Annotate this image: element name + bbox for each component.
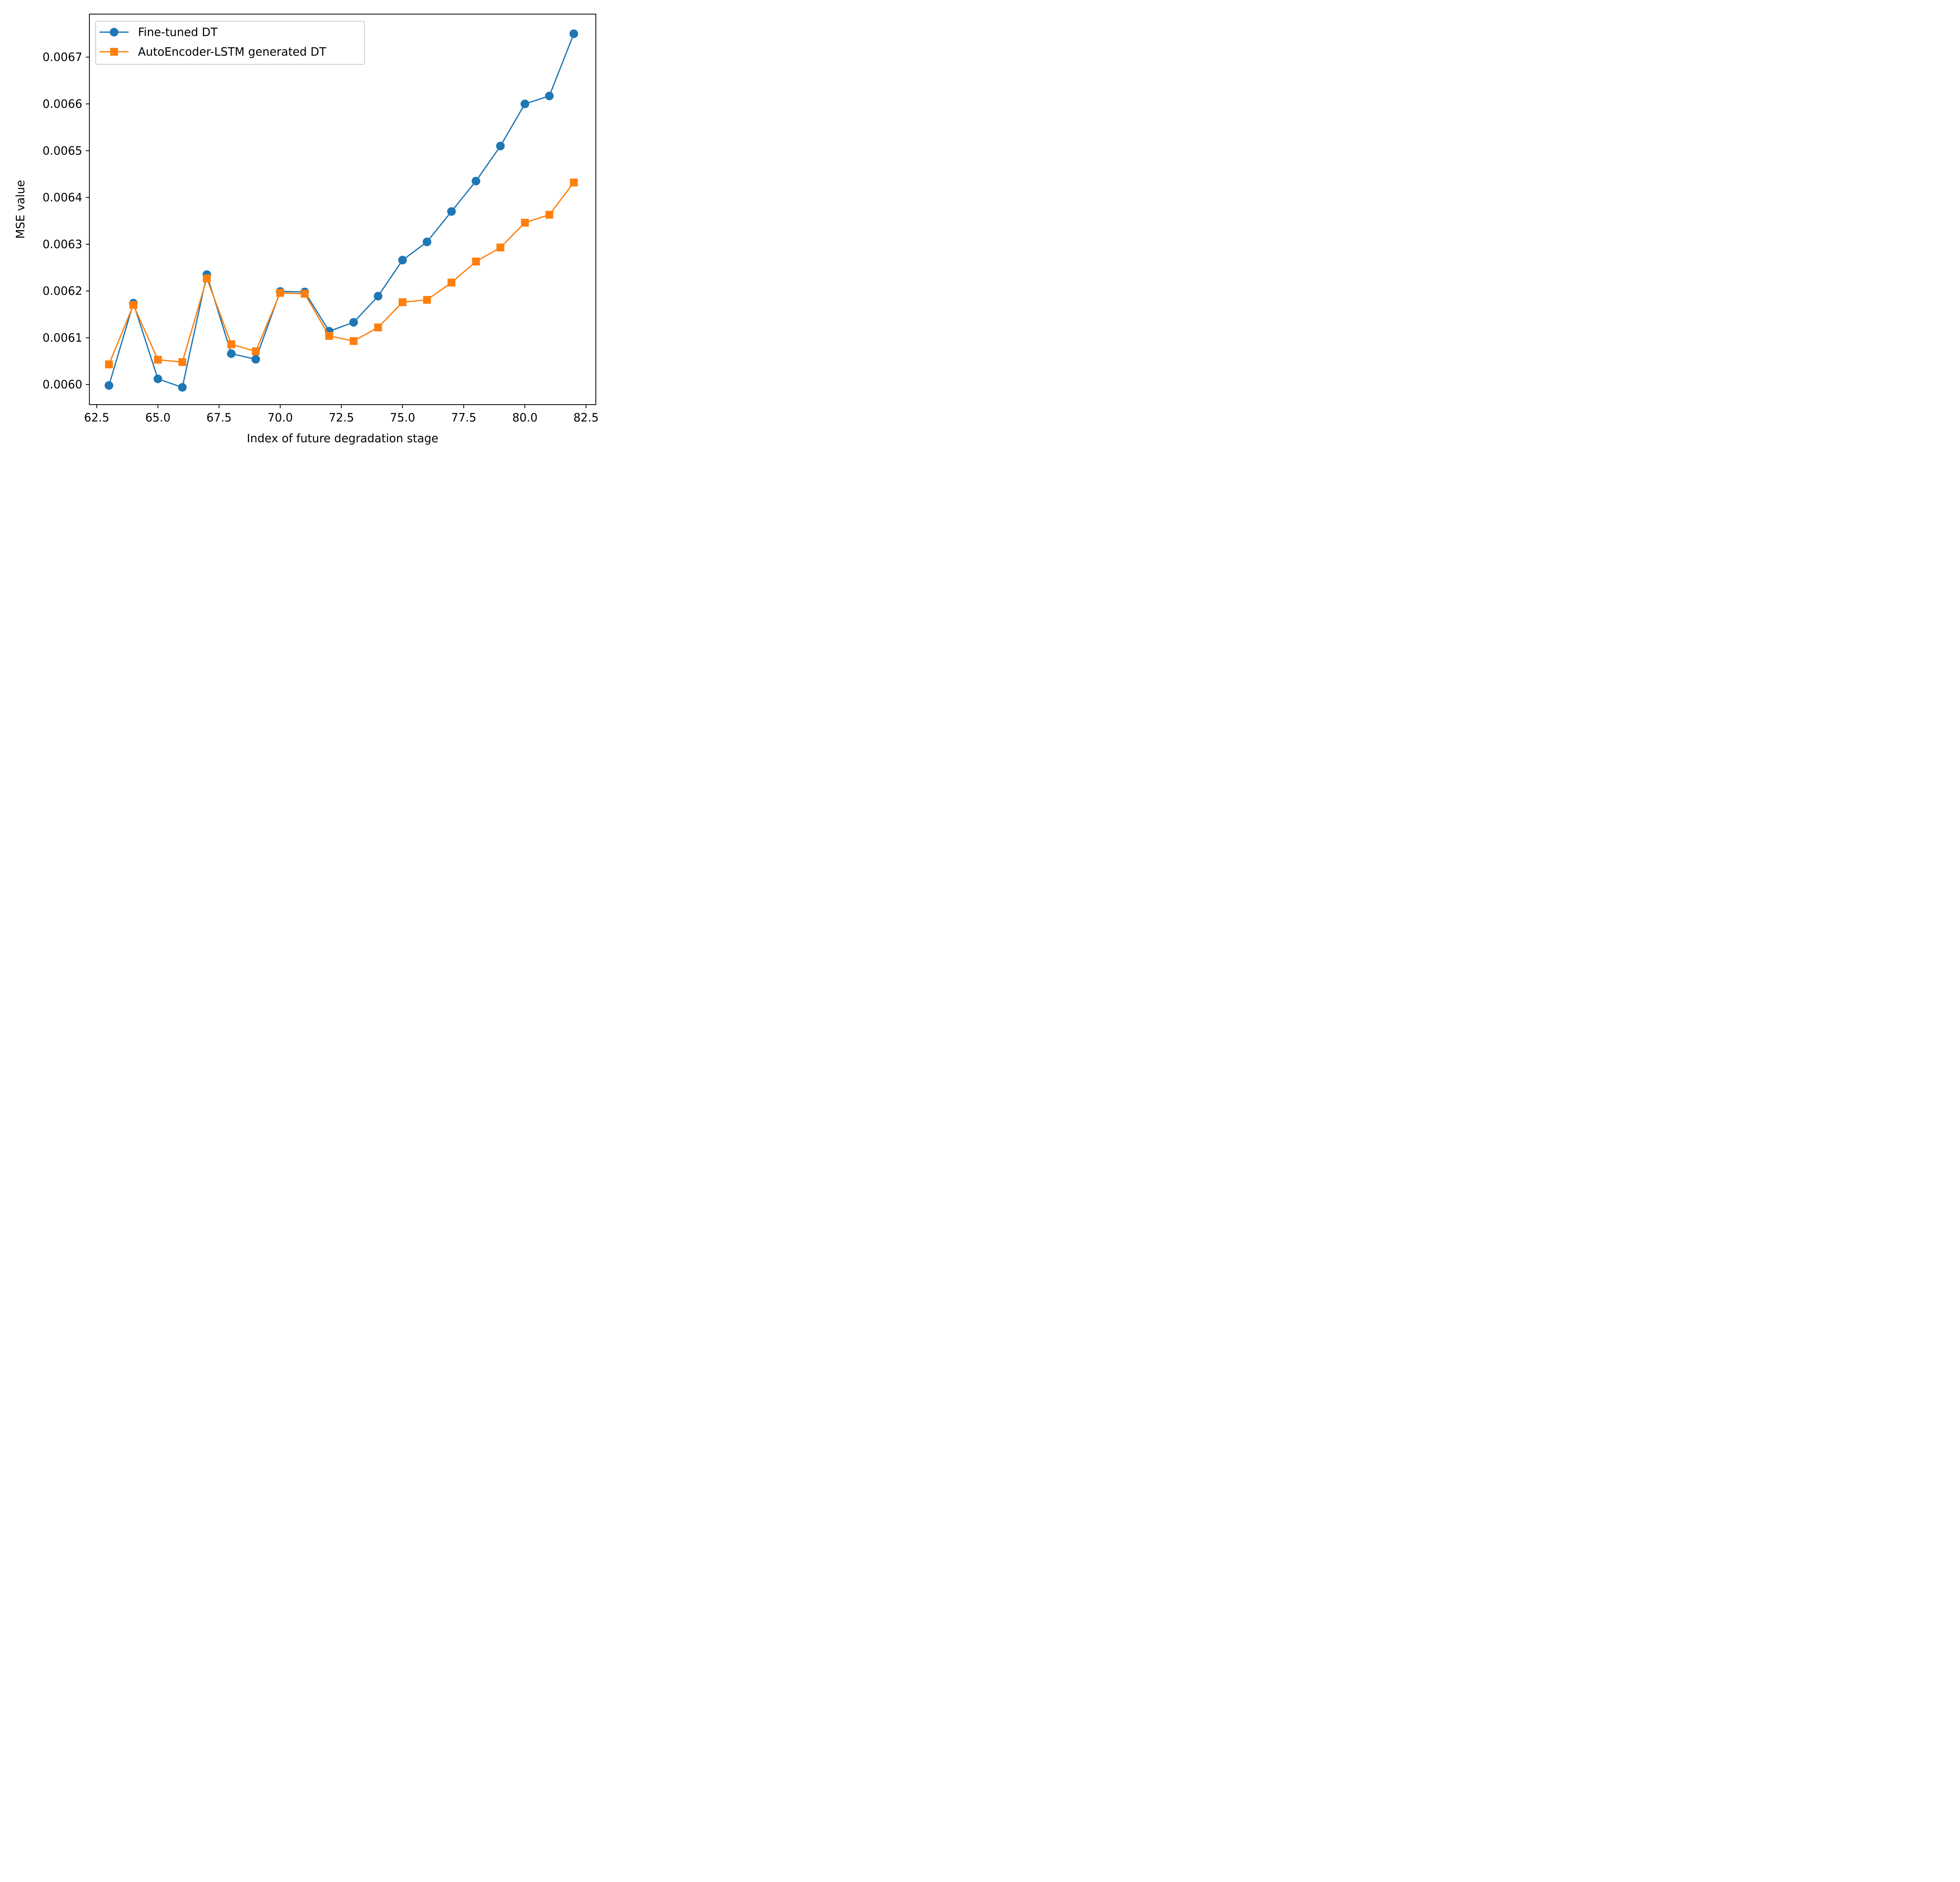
data-point-fine-tuned <box>545 91 554 100</box>
series-layer <box>104 29 578 392</box>
x-tick-label: 82.5 <box>573 411 599 424</box>
data-point-autoencoder <box>374 323 382 332</box>
data-point-autoencoder <box>178 358 187 366</box>
data-point-fine-tuned <box>447 207 456 216</box>
data-point-autoencoder <box>472 257 480 265</box>
y-axis-label: MSE value <box>14 180 27 239</box>
data-point-autoencoder <box>105 360 113 369</box>
data-point-autoencoder <box>276 289 284 297</box>
data-point-autoencoder <box>447 278 456 287</box>
data-point-autoencoder <box>570 178 578 187</box>
y-tick-label: 0.0067 <box>43 51 82 64</box>
legend-marker-autoencoder <box>110 48 118 56</box>
x-tick-label: 67.5 <box>207 411 232 424</box>
data-point-autoencoder <box>129 301 138 309</box>
y-axis-ticks: 0.0060 0.0061 0.0062 0.0063 0.0064 0.0065 0.00… <box>43 51 89 391</box>
data-point-fine-tuned <box>227 349 236 358</box>
data-point-fine-tuned <box>496 142 505 151</box>
line-chart: 62.5 65.0 67.5 70.0 72.5 75.0 77.5 80.0 82.5 0.0… <box>14 14 599 445</box>
series-line-autoencoder <box>108 182 575 365</box>
x-axis-ticks: 62.5 65.0 67.5 70.0 72.5 75.0 77.5 80.0 82.5 <box>84 405 599 424</box>
data-point-autoencoder <box>521 218 529 227</box>
y-tick-label: 0.0063 <box>43 238 82 251</box>
legend-marker-fine-tuned <box>110 28 118 36</box>
series-line-fine-tuned <box>108 33 575 388</box>
plot-frame <box>89 14 596 405</box>
data-point-autoencoder <box>203 274 211 282</box>
y-tick-label: 0.0062 <box>43 284 82 298</box>
x-tick-label: 72.5 <box>329 411 354 424</box>
data-point-autoencoder <box>423 296 431 304</box>
data-point-autoencoder <box>252 347 260 356</box>
data-point-autoencoder <box>350 337 358 345</box>
legend-label-fine-tuned: Fine-tuned DT <box>138 25 218 39</box>
data-point-fine-tuned <box>349 318 358 327</box>
data-point-fine-tuned <box>398 256 407 265</box>
y-tick-label: 0.0060 <box>43 378 82 391</box>
data-point-autoencoder <box>398 298 407 306</box>
data-point-autoencoder <box>227 340 236 349</box>
data-point-fine-tuned <box>472 176 481 185</box>
legend: Fine-tuned DT AutoEncoder-LSTM generated… <box>95 21 365 65</box>
x-tick-label: 70.0 <box>268 411 293 424</box>
data-point-fine-tuned <box>251 355 260 364</box>
data-point-fine-tuned <box>520 100 529 109</box>
data-point-fine-tuned <box>374 292 383 301</box>
data-point-fine-tuned <box>423 237 432 246</box>
y-tick-label: 0.0064 <box>43 191 82 204</box>
x-axis-label: Index of future degradation stage <box>247 432 439 445</box>
data-point-fine-tuned <box>153 374 162 383</box>
data-point-fine-tuned <box>178 383 187 392</box>
data-point-autoencoder <box>496 243 505 252</box>
y-tick-label: 0.0066 <box>43 97 82 111</box>
data-point-autoencoder <box>545 211 554 219</box>
data-point-autoencoder <box>301 290 309 298</box>
x-tick-label: 65.0 <box>145 411 171 424</box>
legend-box <box>95 21 365 65</box>
y-tick-label: 0.0065 <box>43 144 82 157</box>
data-point-fine-tuned <box>104 381 113 390</box>
x-tick-label: 77.5 <box>451 411 477 424</box>
data-point-autoencoder <box>154 356 162 364</box>
data-point-fine-tuned <box>569 29 578 38</box>
y-tick-label: 0.0061 <box>43 331 82 344</box>
x-tick-label: 80.0 <box>512 411 538 424</box>
legend-label-autoencoder: AutoEncoder-LSTM generated DT <box>138 45 326 58</box>
x-tick-label: 75.0 <box>390 411 416 424</box>
data-point-autoencoder <box>325 332 333 340</box>
x-tick-label: 62.5 <box>84 411 109 424</box>
